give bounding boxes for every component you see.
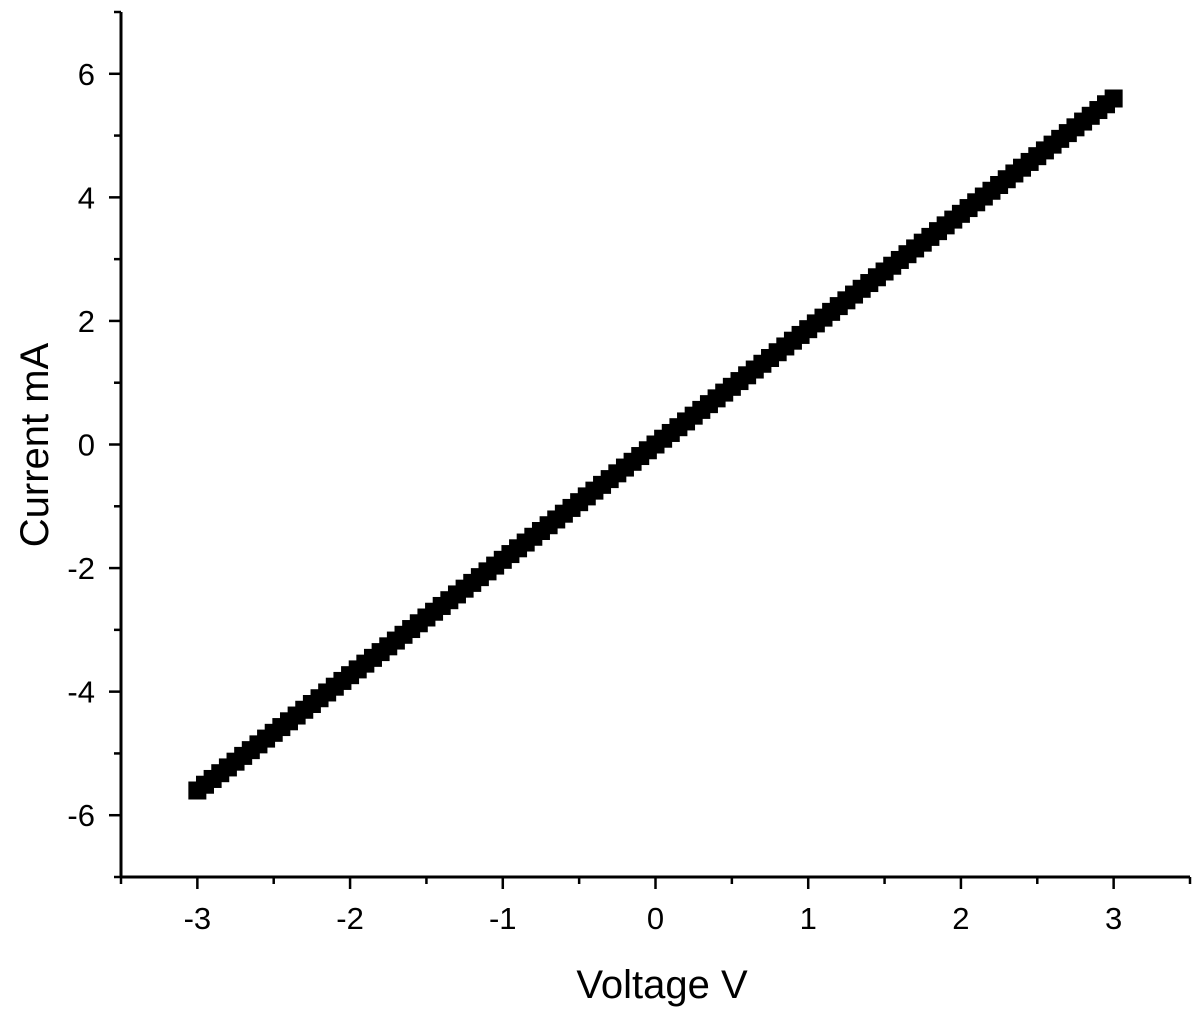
- x-tick-label: 3: [1105, 901, 1122, 936]
- x-tick-label: 1: [800, 901, 817, 936]
- y-tick-label: 2: [78, 304, 95, 339]
- y-tick-label: 0: [78, 428, 95, 463]
- y-tick-label: -2: [67, 551, 95, 586]
- y-tick-labels: -6 -4 -2 0 2 4 6: [67, 57, 95, 833]
- x-tick-label: -2: [336, 901, 364, 936]
- x-tick-labels: -3 -2 -1 0 1 2 3: [184, 901, 1123, 936]
- x-tick-label: -3: [184, 901, 212, 936]
- data-points: [188, 89, 1123, 800]
- y-axis-title: Current mA: [13, 342, 57, 547]
- data-point: [1104, 89, 1123, 108]
- x-axis-title: Voltage V: [576, 963, 748, 1007]
- x-tick-label: 0: [647, 901, 664, 936]
- x-tick-label: -1: [489, 901, 517, 936]
- x-tick-label: 2: [952, 901, 969, 936]
- y-tick-label: -6: [67, 798, 95, 833]
- y-tick-label: -4: [67, 675, 95, 710]
- y-tick-label: 4: [78, 180, 95, 215]
- y-tick-label: 6: [78, 57, 95, 92]
